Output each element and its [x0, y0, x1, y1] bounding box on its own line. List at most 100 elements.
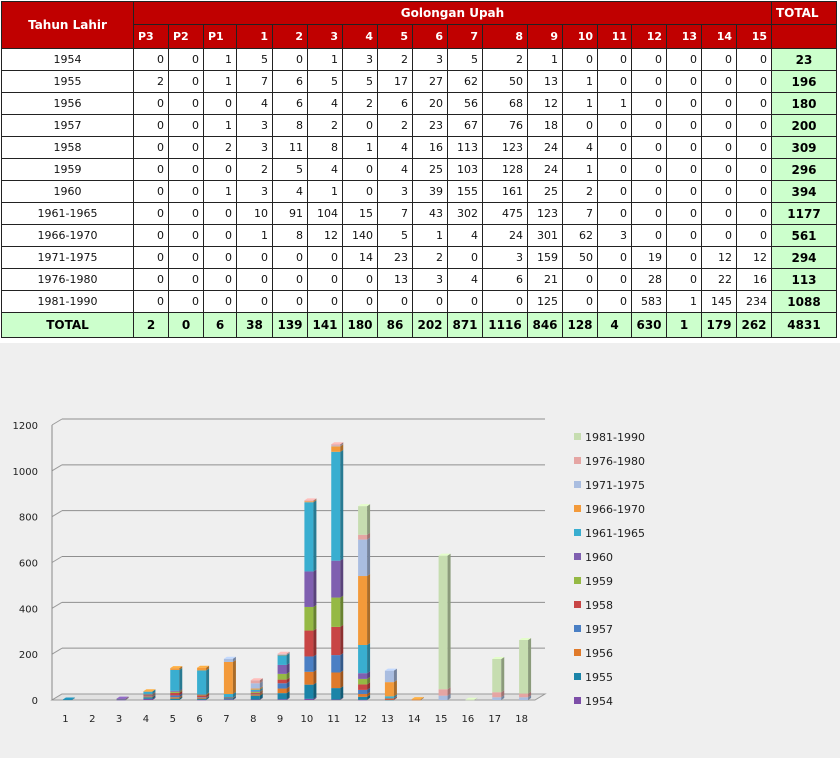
row-year: 1961-1965: [1, 202, 134, 225]
table-cell: 0: [168, 114, 204, 137]
row-year: 1959: [1, 158, 134, 181]
table-cell: 0: [133, 180, 169, 203]
table-cell: 0: [447, 290, 483, 313]
bar-segment: [519, 693, 529, 698]
bar-segment-side: [393, 694, 397, 698]
bar-segment-side: [206, 695, 210, 699]
table-cell: 2: [412, 246, 448, 269]
table-cell: 2: [133, 70, 169, 93]
bar-segment: [223, 699, 233, 700]
table-cell: 1: [562, 92, 598, 115]
y-tick-label: 800: [19, 513, 38, 524]
bar-segment: [62, 699, 72, 701]
bar-segment: [277, 653, 287, 655]
table-cell: 0: [168, 48, 204, 71]
table-cell: 0: [701, 158, 737, 181]
bar-segment: [492, 697, 502, 700]
table-cell: 0: [597, 202, 632, 225]
bar-top: [438, 553, 451, 556]
table-cell: 0: [597, 246, 632, 269]
row-total: 561: [771, 224, 837, 247]
bar-top: [384, 668, 397, 671]
table-cell: 13: [527, 70, 563, 93]
row-year: 1971-1975: [1, 246, 134, 269]
x-tick-label: 8: [250, 714, 256, 725]
bar-segment: [358, 673, 368, 679]
bar-segment-side: [501, 690, 505, 698]
table-cell: 0: [168, 202, 204, 225]
table-cell: 0: [701, 48, 737, 71]
wage-group-table: Tahun Lahir Golongan Upah TOTAL P3 P2 P1 1 2…: [1, 1, 837, 338]
x-tick-label: 10: [301, 714, 314, 725]
table-cell: 0: [666, 202, 702, 225]
table-cell: 583: [631, 290, 667, 313]
bar-segment-side: [393, 668, 397, 683]
table-cell: 5: [307, 70, 343, 93]
bar-segment-side: [232, 695, 236, 698]
legend-swatch: [574, 601, 581, 608]
bar-segment-side: [125, 697, 129, 700]
table-cell: 1: [597, 92, 632, 115]
column-total: 38: [236, 312, 273, 338]
bar-segment: [304, 606, 314, 631]
table-cell: 0: [168, 268, 204, 291]
table-cell: 103: [447, 158, 483, 181]
bar-segment: [411, 699, 421, 700]
bar-segment: [358, 534, 368, 540]
table-row: 1961-1965 0 0 0 10 91 104 15 7 43 302 475 123 7 0 0 0 0 0 1…: [1, 202, 837, 225]
bar-segment: [411, 699, 421, 701]
bar-segment: [384, 697, 394, 699]
bar-segment: [143, 691, 153, 692]
table-cell: 62: [447, 70, 483, 93]
bar-segment-side: [152, 692, 156, 695]
column-total: 846: [527, 312, 563, 338]
table-cell: 155: [447, 180, 483, 203]
column-total: 1: [666, 312, 702, 338]
bar-segment-side: [232, 659, 236, 695]
table-cell: 0: [272, 268, 308, 291]
table-cell: 3: [377, 180, 413, 203]
table-cell: 0: [736, 48, 772, 71]
bar-segment-side: [232, 656, 236, 662]
table-cell: 0: [412, 290, 448, 313]
bar-segment-side: [367, 687, 371, 695]
bar-segment-side: [313, 498, 317, 502]
bar-segment: [331, 597, 341, 627]
table-cell: 4: [447, 268, 483, 291]
table-cell: 0: [666, 48, 702, 71]
table-cell: 0: [168, 70, 204, 93]
bar-segment-side: [179, 688, 183, 692]
table-cell: 10: [236, 202, 273, 225]
table-cell: 1: [412, 224, 448, 247]
column-header: 10: [562, 24, 598, 49]
table-cell: 50: [562, 246, 598, 269]
table-cell: 8: [272, 224, 308, 247]
bar-segment: [170, 692, 180, 696]
bar-segment-side: [179, 666, 183, 670]
bar-segment: [438, 689, 448, 696]
table-cell: 0: [631, 158, 667, 181]
x-tick-label: 15: [435, 714, 448, 725]
bar-top: [304, 498, 317, 501]
table-cell: 1: [307, 180, 343, 203]
table-cell: 0: [168, 246, 204, 269]
bar-segment: [492, 692, 502, 698]
table-cell: 0: [168, 92, 204, 115]
table-cell: 128: [482, 158, 528, 181]
table-cell: 0: [203, 92, 237, 115]
bar-segment: [197, 699, 207, 701]
bar-segment-side: [206, 692, 210, 696]
bar-top: [116, 696, 129, 699]
x-tick-label: 2: [89, 714, 95, 725]
bar-segment: [384, 698, 394, 699]
bar-segment: [197, 670, 207, 695]
bar-segment-side: [206, 665, 210, 671]
bar-segment: [223, 694, 233, 698]
bar-segment: [143, 693, 153, 695]
column-header: 12: [631, 24, 667, 49]
column-total: 0: [168, 312, 204, 338]
table-cell: 0: [597, 180, 632, 203]
legend-label: 1976-1980: [585, 455, 645, 468]
legend-label: 1956: [585, 647, 613, 660]
bar-segment: [304, 684, 314, 699]
